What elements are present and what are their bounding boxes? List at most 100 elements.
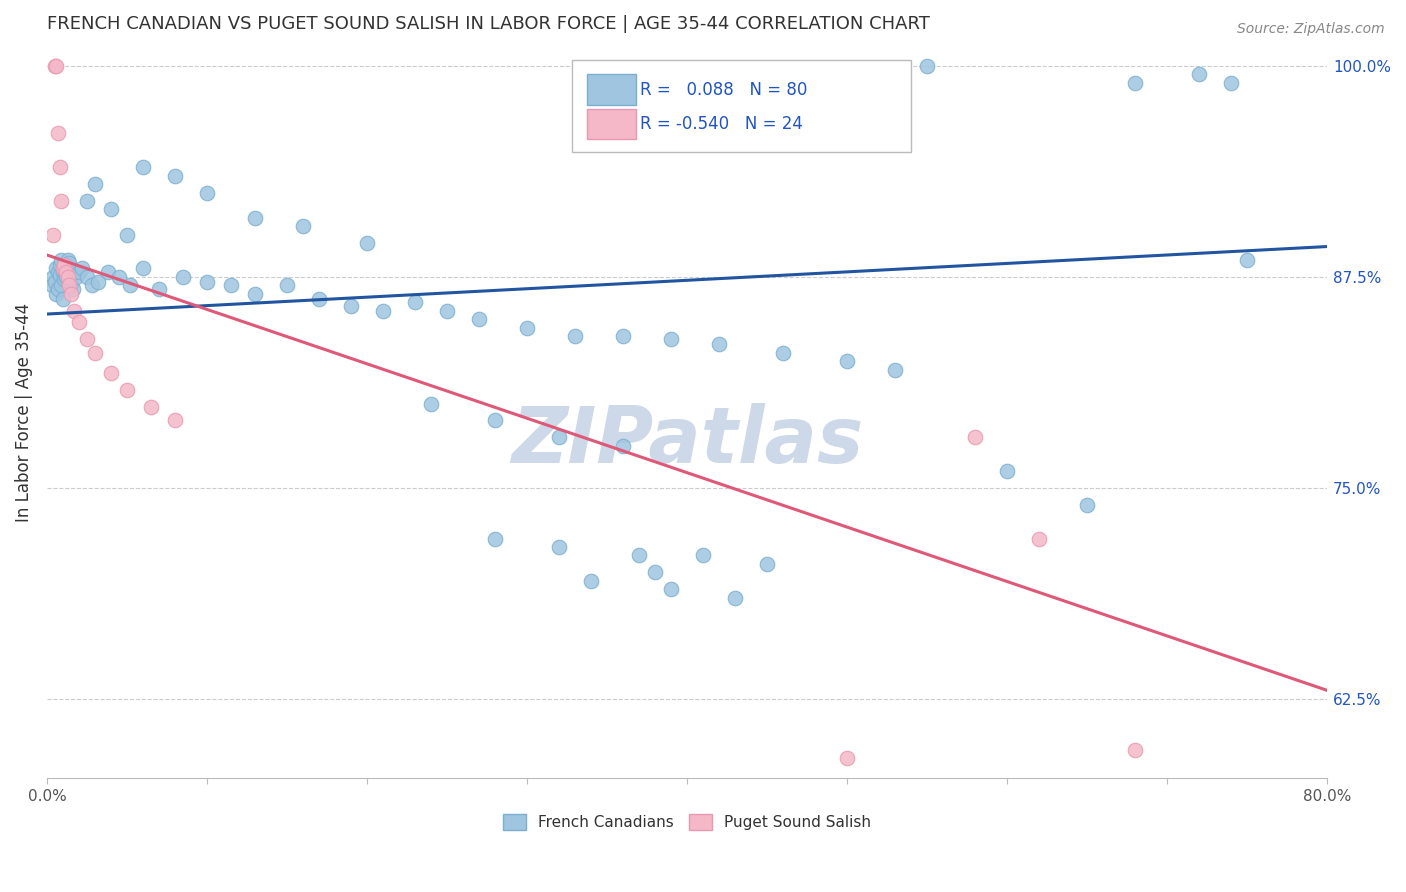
Point (837, 751, 859, 765)
Point (115, 227, 138, 242)
Point (58, 256, 80, 270)
Y-axis label: In Labor Force | Age 35-44: In Labor Force | Age 35-44 (15, 302, 32, 522)
Point (420, 396, 443, 410)
Point (45, 261, 67, 276)
Point (97, 265, 120, 279)
Point (243, 211, 266, 225)
Point (76, 269, 98, 284)
Point (46, 127, 69, 141)
Point (659, 582, 682, 597)
Point (67, 265, 90, 279)
Point (195, 275, 218, 289)
Point (724, 591, 747, 605)
Point (53, 258, 76, 272)
Point (612, 439, 634, 453)
Point (87, 275, 110, 289)
Point (100, 202, 122, 217)
Point (41, 278, 63, 293)
Point (56, 269, 79, 284)
Point (108, 269, 131, 284)
Point (100, 366, 122, 380)
Point (67, 316, 90, 330)
Point (884, 363, 907, 377)
Point (48, 268, 70, 283)
Point (58, 278, 80, 293)
Point (42, 227, 65, 242)
Point (56, 253, 79, 268)
FancyBboxPatch shape (588, 109, 636, 139)
Text: R =   0.088   N = 80: R = 0.088 N = 80 (640, 80, 807, 99)
Point (1220, 76, 1243, 90)
Point (484, 532, 506, 546)
Point (772, 346, 794, 360)
Point (1076, 498, 1098, 512)
Point (308, 292, 330, 306)
Point (42, 269, 65, 284)
Point (53, 261, 76, 276)
Point (276, 278, 298, 293)
Point (139, 400, 162, 414)
Point (52, 261, 75, 276)
Point (1188, 67, 1211, 81)
Point (63, 303, 86, 318)
Point (80, 278, 103, 293)
Point (484, 413, 506, 427)
Point (48, 160, 70, 174)
Point (84, 177, 107, 191)
Point (692, 549, 714, 563)
Point (404, 295, 426, 310)
Point (115, 383, 138, 397)
Text: R = -0.540   N = 24: R = -0.540 N = 24 (640, 115, 803, 133)
Point (340, 299, 363, 313)
Point (53, 271, 76, 285)
Point (837, 354, 859, 368)
Text: ZIPatlas: ZIPatlas (510, 403, 863, 479)
Point (965, 430, 987, 444)
Point (59, 286, 82, 301)
Point (55, 265, 77, 279)
Point (46, 265, 69, 279)
Legend: French Canadians, Puget Sound Salish: French Canadians, Puget Sound Salish (496, 808, 877, 837)
Point (84, 346, 107, 360)
Point (44, 275, 66, 289)
Point (132, 261, 155, 276)
Point (644, 566, 666, 580)
Point (70, 261, 93, 276)
Text: Source: ZipAtlas.com: Source: ZipAtlas.com (1237, 22, 1385, 37)
Point (51, 278, 73, 293)
Point (55, 269, 77, 284)
Point (76, 194, 98, 208)
Point (548, 540, 571, 554)
Point (243, 286, 266, 301)
Point (46, 282, 69, 296)
Point (371, 303, 394, 318)
Point (1236, 253, 1258, 268)
Point (148, 282, 170, 296)
Point (163, 413, 186, 427)
Point (628, 549, 651, 563)
Point (120, 278, 142, 293)
Point (45, 286, 67, 301)
Point (62, 282, 84, 296)
Point (51, 253, 73, 268)
Point (44, 59, 66, 73)
Point (219, 278, 242, 293)
Point (709, 337, 731, 351)
Point (516, 320, 538, 334)
Point (1125, 76, 1147, 90)
Point (356, 236, 378, 251)
Point (917, 59, 939, 73)
Point (292, 219, 315, 234)
Point (59, 278, 82, 293)
Point (579, 574, 602, 588)
Point (612, 329, 634, 343)
Point (51, 194, 73, 208)
Point (1028, 532, 1050, 546)
Point (995, 464, 1018, 478)
Point (195, 186, 218, 200)
Point (132, 160, 155, 174)
Point (1125, 742, 1147, 756)
Point (163, 169, 186, 183)
Point (756, 557, 779, 571)
Point (172, 269, 194, 284)
